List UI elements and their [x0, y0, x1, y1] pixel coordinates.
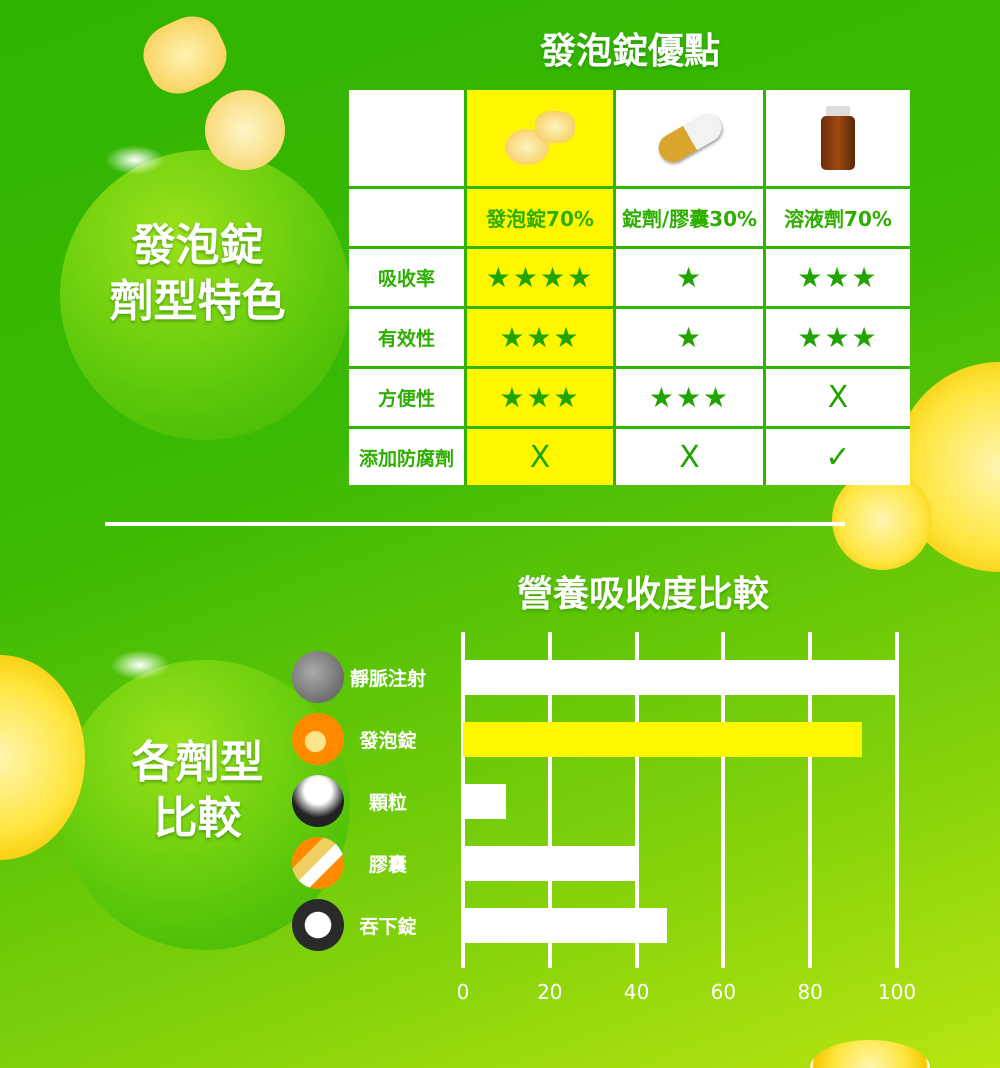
x-tick-label: 40: [623, 980, 650, 1004]
effervescent-tablet-icon: [505, 110, 575, 166]
table-header-empty: [349, 189, 464, 246]
rating-cell: ★★★: [467, 309, 613, 366]
bar: [463, 660, 897, 695]
capsule-image-cell: [616, 90, 763, 186]
column-header: 錠劑/膠囊30%: [616, 189, 763, 246]
sparkle-icon: [110, 650, 170, 680]
capsule-icon: [292, 837, 344, 889]
comparison-table: 發泡錠70% 錠劑/膠囊30% 溶液劑70% 吸收率 ★★★★ ★ ★★★ 有效…: [349, 90, 910, 485]
medicine-bottle-icon: [821, 106, 855, 170]
chart-title: 營養吸收度比較: [516, 574, 769, 615]
effervescent-image-cell: [467, 90, 613, 186]
x-tick-label: 0: [456, 980, 470, 1004]
section-divider: [105, 522, 845, 526]
column-header: 發泡錠70%: [467, 189, 613, 246]
x-tick-label: 80: [797, 980, 823, 1004]
gridline: [547, 632, 552, 968]
bar: [463, 784, 507, 819]
bottle-image-cell: [766, 90, 910, 186]
capsule-icon: [653, 108, 726, 168]
rating-cell: ★★★: [766, 249, 910, 306]
rating-cell: ★★★: [467, 369, 613, 426]
gridline: [895, 632, 899, 968]
x-tick-label: 100: [877, 980, 917, 1004]
column-header: 溶液劑70%: [766, 189, 910, 246]
row-label: 方便性: [349, 369, 464, 426]
effervescent-tablet-icon: [292, 713, 344, 765]
rating-cell: ★★★★: [467, 249, 613, 306]
rating-cell: ★★★: [616, 369, 763, 426]
x-tick-label: 60: [710, 980, 737, 1004]
x-tick-label: 20: [537, 980, 563, 1004]
side-title-line: 劑型特色: [109, 276, 286, 327]
check-mark: ✓: [766, 429, 910, 485]
granules-icon: [292, 775, 344, 827]
comparison-side-title: 各劑型 比較: [95, 735, 300, 847]
rating-cell: ★★★: [766, 309, 910, 366]
row-label: 吸收率: [349, 249, 464, 306]
green-circle-top: [60, 150, 350, 440]
cross-mark: X: [467, 429, 613, 485]
side-title-line: 比較: [153, 793, 242, 844]
category-label: 顆粒: [368, 792, 407, 814]
gridline: [808, 632, 813, 968]
rating-cell: ★: [616, 249, 763, 306]
bar: [463, 846, 637, 881]
lemon-image: [832, 470, 932, 570]
table-corner-cell: [349, 90, 464, 186]
bar: [463, 908, 667, 943]
lemon-image: [810, 1040, 930, 1068]
effervescent-tablet-image: [133, 6, 237, 104]
tablet-icon: [292, 899, 344, 951]
category-label: 膠囊: [368, 854, 407, 876]
category-label: 靜脈注射: [349, 668, 426, 690]
advantages-title: 發泡錠優點: [539, 31, 720, 72]
gridline: [721, 632, 726, 968]
bar: [463, 722, 863, 757]
side-title-line: 各劑型: [131, 737, 264, 788]
row-label: 添加防腐劑: [349, 429, 464, 485]
row-label: 有效性: [349, 309, 464, 366]
syringe-icon: [292, 651, 344, 703]
sparkle-icon: [105, 145, 165, 175]
effervescent-tablet-image: [205, 90, 285, 170]
cross-mark: X: [766, 369, 910, 426]
side-title-line: 發泡錠: [131, 220, 264, 271]
cross-mark: X: [616, 429, 763, 485]
rating-cell: ★: [616, 309, 763, 366]
gridline: [634, 632, 639, 968]
features-side-title: 發泡錠 劑型特色: [95, 218, 300, 330]
category-label: 吞下錠: [359, 916, 417, 938]
category-label: 發泡錠: [359, 730, 417, 752]
